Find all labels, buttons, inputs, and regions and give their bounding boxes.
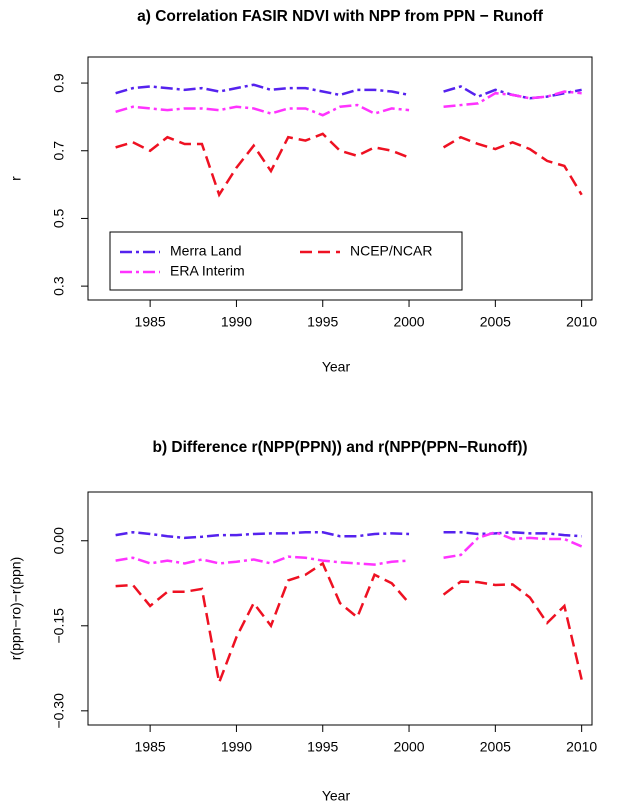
legend-label: NCEP/NCAR (350, 243, 432, 259)
line-series (115, 132, 583, 198)
x-tick-label: 1990 (221, 739, 252, 755)
y-axis-label: r (8, 176, 24, 181)
chart-title: a) Correlation FASIR NDVI with NPP from … (137, 8, 544, 25)
x-tick-label: 1995 (307, 314, 338, 330)
x-tick-label: 1985 (135, 739, 166, 755)
x-tick-label: 2000 (393, 739, 424, 755)
line-series (115, 530, 583, 566)
line-series (115, 561, 583, 688)
x-tick-label: 2010 (566, 314, 597, 330)
y-tick-label: 0.00 (51, 527, 67, 554)
x-axis-label: Year (322, 359, 351, 375)
y-axis-label: r(ppn−ro)−r(ppn) (8, 557, 24, 661)
legend-label: Merra Land (170, 243, 242, 259)
y-tick-label: −0.15 (51, 608, 67, 644)
line-series (115, 83, 582, 100)
legend-label: ERA Interim (170, 263, 245, 279)
legend-box (109, 231, 463, 291)
y-tick-label: −0.30 (51, 693, 67, 729)
y-tick-label: 0.5 (51, 208, 67, 228)
x-tick-label: 1995 (307, 739, 338, 755)
chart-title: b) Difference r(NPP(PPN)) and r(NPP(PPN−… (152, 439, 527, 456)
x-tick-label: 2000 (393, 314, 424, 330)
x-axis-label: Year (322, 788, 351, 804)
y-tick-label: 0.9 (51, 73, 67, 93)
line-series (115, 530, 582, 540)
plot-box (87, 56, 593, 301)
line-series (115, 90, 582, 117)
plot-box (87, 491, 593, 726)
x-tick-label: 2005 (480, 314, 511, 330)
y-tick-label: 0.3 (51, 276, 67, 296)
x-tick-label: 2005 (480, 739, 511, 755)
y-tick-label: 0.7 (51, 141, 67, 161)
x-tick-label: 1990 (221, 314, 252, 330)
x-tick-label: 1985 (135, 314, 166, 330)
x-tick-label: 2010 (566, 739, 597, 755)
